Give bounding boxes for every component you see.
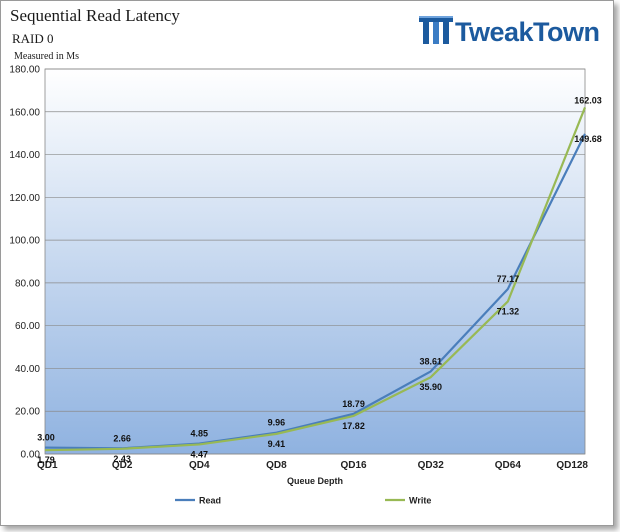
data-label-write: 1.79 (37, 455, 55, 465)
x-tick-label: QD2 (112, 460, 133, 471)
chart-subtitle: RAID 0 (12, 31, 54, 46)
data-label-read: 149.68 (574, 134, 602, 144)
y-tick-label: 160.00 (9, 107, 40, 118)
data-label-read: 77.17 (497, 274, 520, 284)
y-tick-label: 180.00 (9, 65, 40, 76)
y-tick-label: 60.00 (15, 321, 40, 332)
y-axis-unit-label: Measured in Ms (14, 51, 79, 62)
data-label-write: 17.82 (342, 421, 365, 431)
data-label-read: 38.61 (419, 356, 442, 366)
legend-label-write: Write (409, 496, 431, 506)
series-line-write (44, 107, 587, 452)
data-label-read: 9.96 (268, 418, 286, 428)
data-label-write: 162.03 (574, 95, 602, 105)
plot-area (44, 68, 586, 455)
tweaktown-logo-icon (418, 13, 454, 52)
data-label-read: 4.85 (191, 429, 209, 439)
data-label-write: 71.32 (497, 306, 520, 316)
y-tick-label: 20.00 (15, 407, 40, 418)
x-tick-label: QD16 (341, 460, 368, 471)
brand-name: TweakTown (455, 17, 600, 47)
x-tick-label: QD64 (495, 460, 522, 471)
data-label-write: 2.43 (113, 454, 131, 464)
y-tick-label: 100.00 (9, 236, 40, 247)
x-tick-label: QD1 (37, 460, 58, 471)
x-axis-title: Queue Depth (287, 476, 343, 486)
legend-label-read: Read (199, 496, 221, 506)
data-label-write: 9.41 (268, 439, 286, 449)
data-label-read: 2.66 (113, 433, 131, 443)
x-tick-label: QD4 (189, 460, 210, 471)
y-tick-label: 0.00 (21, 450, 41, 461)
x-tick-label: QD32 (418, 460, 445, 471)
data-label-read: 18.79 (342, 399, 365, 409)
x-tick-label: QD128 (556, 460, 588, 471)
y-tick-label: 140.00 (9, 150, 40, 161)
chart-title: Sequential Read Latency (10, 6, 180, 25)
y-tick-label: 120.00 (9, 193, 40, 204)
y-tick-label: 80.00 (15, 278, 40, 289)
y-tick-label: 40.00 (15, 364, 40, 375)
data-label-read: 3.00 (37, 433, 55, 443)
x-tick-label: QD8 (266, 460, 287, 471)
data-label-write: 35.90 (419, 382, 442, 392)
data-label-write: 4.47 (191, 449, 209, 459)
